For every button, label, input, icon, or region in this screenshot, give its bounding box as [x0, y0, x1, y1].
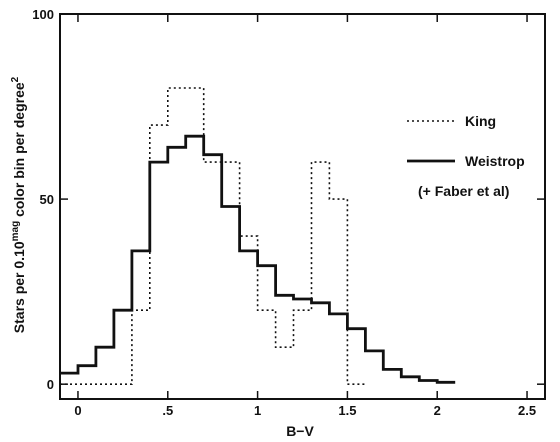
- y-tick-label: 0: [47, 377, 54, 392]
- legend-label-2: Weistrop: [465, 153, 525, 169]
- series-weistrop-line: [60, 134, 456, 384]
- axis-ticks: 0 .5 1 1.5 2 2.5 0 50 100: [32, 7, 545, 418]
- x-tick-label: 1: [254, 403, 261, 418]
- x-tick-label: 2.5: [518, 403, 536, 418]
- x-tick-label: 0: [74, 403, 81, 418]
- legend-label-3: (+ Faber et al): [418, 183, 509, 199]
- y-axis-label: Stars per 0.10mag color bin per degree2: [10, 76, 27, 333]
- x-tick-label: 2: [434, 403, 441, 418]
- y-tick-label: 100: [32, 7, 54, 22]
- x-tick-label: .5: [162, 403, 173, 418]
- legend: King Weistrop (+ Faber et al): [407, 113, 525, 199]
- legend-label-1: King: [465, 113, 496, 129]
- x-axis-label: B−V: [286, 423, 314, 439]
- series-king-line: [60, 87, 366, 385]
- y-tick-label: 50: [40, 192, 54, 207]
- plot-frame: [59, 13, 546, 400]
- series-group: [60, 87, 456, 385]
- x-tick-label: 1.5: [338, 403, 356, 418]
